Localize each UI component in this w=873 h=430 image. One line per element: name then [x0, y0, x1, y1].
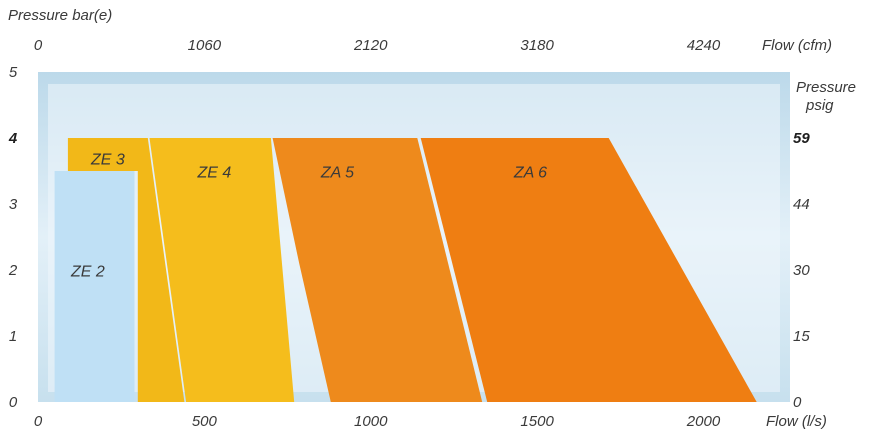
right-axis-title-line1: Pressure	[796, 79, 856, 96]
top-tick-label: 4240	[687, 37, 721, 54]
top-tick-label: 0	[34, 37, 43, 54]
left-axis-ticks: 0 1 2 3 4 5	[8, 64, 18, 411]
areas-layer	[54, 138, 757, 402]
bottom-tick-label: 2000	[686, 413, 721, 430]
right-tick-label: 44	[793, 196, 810, 213]
top-axis-title: Flow (cfm)	[762, 37, 832, 54]
bottom-tick-label: 0	[34, 413, 43, 430]
left-tick-label: 0	[9, 394, 18, 411]
top-axis-ticks: 0 1060 2120 3180 4240	[34, 37, 721, 54]
right-axis-ticks: 0 15 30 44 59	[793, 130, 810, 411]
area-label-ze-3: ZE 3	[90, 151, 125, 168]
bottom-tick-label: 1000	[354, 413, 388, 430]
area-label-ze-4: ZE 4	[196, 165, 231, 182]
left-axis-title: Pressure bar(e)	[8, 7, 112, 24]
area-labels-layer: ZE 2 ZE 3 ZE 4 ZA 5 ZA 6	[70, 151, 547, 280]
right-tick-label: 30	[793, 262, 810, 279]
top-tick-label: 3180	[520, 37, 554, 54]
right-tick-label: 15	[793, 328, 810, 345]
area-ze-2	[54, 171, 135, 402]
left-tick-label: 4	[8, 130, 18, 147]
area-label-za-6: ZA 6	[513, 165, 547, 182]
right-tick-label: 59	[793, 130, 810, 147]
area-label-ze-2: ZE 2	[70, 264, 105, 281]
left-tick-label: 5	[9, 64, 18, 81]
top-tick-label: 1060	[188, 37, 222, 54]
bottom-axis-ticks: 0 500 1000 1500 2000	[34, 413, 721, 430]
area-label-za-5: ZA 5	[320, 165, 354, 182]
top-tick-label: 2120	[353, 37, 388, 54]
bottom-tick-label: 1500	[520, 413, 554, 430]
left-tick-label: 2	[8, 262, 18, 279]
left-tick-label: 1	[9, 328, 17, 345]
right-tick-label: 0	[793, 394, 802, 411]
area-ze-3	[67, 138, 185, 402]
area-za-6	[420, 138, 757, 402]
area-ze-4	[149, 138, 295, 402]
bottom-tick-label: 500	[192, 413, 218, 430]
bottom-axis-title: Flow (l/s)	[766, 413, 827, 430]
left-tick-label: 3	[9, 196, 18, 213]
right-axis-title-line2: psig	[805, 97, 834, 114]
area-za-5	[272, 138, 483, 402]
